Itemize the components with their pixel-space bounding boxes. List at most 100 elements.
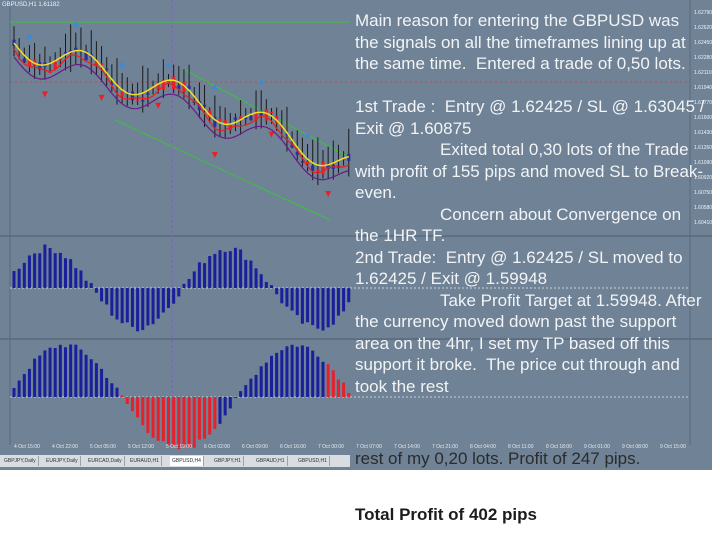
- histogram-bar: [89, 359, 93, 397]
- signal-arrow-down: [41, 91, 48, 98]
- candle-body: [239, 116, 243, 121]
- candle-body: [63, 51, 68, 54]
- candle-body: [305, 161, 310, 164]
- candle-body: [264, 109, 268, 121]
- histogram-bar: [172, 397, 176, 446]
- histogram-bar: [33, 253, 37, 288]
- signal-arrow-up: [119, 61, 126, 68]
- histogram-bar: [228, 397, 232, 409]
- histogram-bar: [306, 346, 310, 397]
- histogram-bar: [239, 249, 243, 288]
- histogram-bar: [347, 288, 351, 303]
- signal-arrow-down: [268, 131, 275, 138]
- candle-body: [48, 71, 52, 74]
- histogram-bar: [187, 397, 191, 448]
- histogram-bar: [64, 347, 67, 397]
- signal-arrow-up: [211, 83, 218, 90]
- histogram-bar: [167, 397, 170, 445]
- trade-notes-continuation: rest of my 0,20 lots. Profit of 247 pips…: [355, 449, 641, 468]
- time-label: 5 Oct 19:00: [166, 444, 192, 450]
- candle-body: [110, 83, 114, 85]
- histogram-bar: [311, 288, 315, 326]
- candle-body: [259, 110, 263, 117]
- histogram-bar: [38, 355, 42, 397]
- histogram-bar: [300, 345, 304, 397]
- histogram-bar: [259, 366, 263, 397]
- histogram-bar: [130, 288, 134, 327]
- histogram-bar: [285, 288, 289, 307]
- candle-body: [218, 118, 222, 122]
- chart-tab[interactable]: EURCAD,Daily: [86, 456, 125, 466]
- candle-body: [254, 112, 258, 121]
- histogram-bar: [316, 288, 320, 329]
- histogram-bar: [156, 397, 160, 441]
- histogram-bar: [136, 288, 140, 332]
- chart-tab[interactable]: GBPAUD,H1: [254, 456, 288, 466]
- price-label: 1.61090: [694, 160, 713, 166]
- histogram-bar: [213, 253, 217, 288]
- histogram-bar: [38, 253, 42, 288]
- candle-body: [202, 104, 207, 107]
- candle-body: [74, 47, 78, 51]
- chart-tab[interactable]: GBPUSD,H4: [170, 456, 204, 466]
- histogram-bar: [53, 347, 57, 397]
- histogram-bar: [105, 377, 109, 397]
- histogram-bar: [120, 288, 124, 324]
- chart-tab[interactable]: GBPJPY,H1: [212, 456, 244, 466]
- histogram-bar: [94, 363, 98, 397]
- chart-tab[interactable]: GBPJPY,Daily: [2, 456, 39, 466]
- histogram-bar: [203, 263, 207, 288]
- histogram-bar: [218, 397, 222, 424]
- candle-body: [84, 50, 88, 61]
- chart-tab[interactable]: EURJPY,Daily: [44, 456, 81, 466]
- time-axis: 4 Oct 15:00 4 Oct 22:00 5 Oct 05:00 5 Oct 1…: [0, 444, 700, 454]
- price-label: 1.62280: [694, 55, 713, 61]
- price-label: 1.61770: [694, 100, 713, 106]
- price-label: 1.62790: [694, 10, 713, 16]
- histogram-bar: [182, 283, 186, 288]
- histogram-bar: [336, 288, 340, 316]
- histogram-bar: [146, 397, 150, 433]
- histogram-bar: [58, 344, 62, 397]
- histogram-bar: [187, 278, 191, 288]
- candle-body: [99, 63, 104, 65]
- histogram-bar: [125, 288, 129, 323]
- histogram-bar: [218, 250, 222, 288]
- candle-body: [105, 68, 109, 71]
- histogram-bar: [110, 288, 114, 316]
- histogram-bar: [295, 346, 299, 397]
- candle-body: [285, 133, 289, 136]
- time-label: 7 Oct 21:00: [432, 444, 458, 450]
- price-label: 1.62620: [694, 25, 713, 31]
- price-label: 1.61430: [694, 130, 713, 136]
- candle-body: [141, 100, 145, 102]
- histogram-bar: [43, 350, 47, 397]
- candle-body: [166, 80, 171, 84]
- chart-window[interactable]: GBPUSD,H1 1.61182 1.62790 1.62620 1.62450 1…: [0, 0, 712, 470]
- histogram-bar: [74, 268, 78, 288]
- candle-body: [342, 158, 346, 160]
- moving-average-purple: [13, 56, 349, 181]
- moving-average-red: [13, 48, 349, 174]
- histogram-bar: [233, 247, 237, 288]
- price-label: 1.61260: [694, 145, 713, 151]
- chart-tab[interactable]: GBPUSD,H1: [296, 456, 330, 466]
- chart-tab-bar: GBPJPY,Daily EURJPY,Daily EURCAD,Daily EURA…: [0, 455, 350, 467]
- histogram-bar: [244, 259, 248, 288]
- histogram-bar: [264, 282, 268, 288]
- chart-tab[interactable]: EURAUD,H1: [128, 456, 162, 466]
- price-chart[interactable]: [0, 0, 712, 470]
- time-label: 9 Oct 15:00: [660, 444, 686, 450]
- histogram-bar: [254, 374, 258, 397]
- histogram-bar: [100, 288, 104, 302]
- histogram-bar: [254, 268, 258, 288]
- histogram-bar: [203, 397, 207, 439]
- histogram-bar: [12, 271, 16, 288]
- signal-arrow-up: [258, 78, 265, 85]
- time-label: 9 Oct 08:00: [622, 444, 648, 450]
- histogram-bar: [249, 378, 253, 397]
- histogram-bar: [177, 397, 181, 450]
- candle-body: [120, 91, 124, 97]
- price-label: 1.61600: [694, 115, 713, 121]
- histogram-bar: [167, 288, 170, 308]
